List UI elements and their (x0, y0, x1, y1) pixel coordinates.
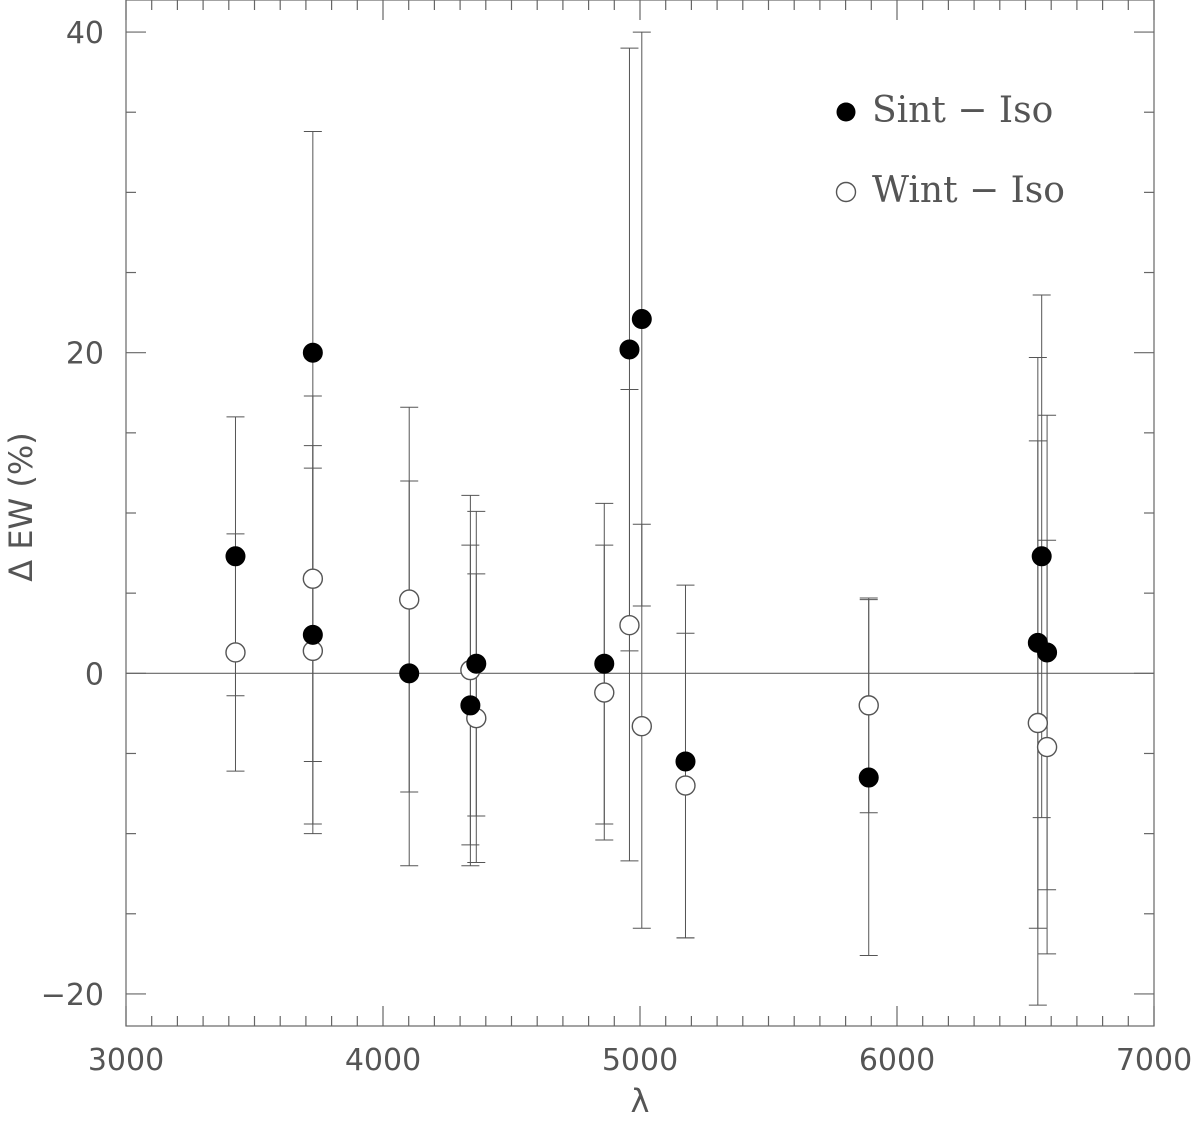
y-axis-label: Δ EW (%) (2, 432, 40, 581)
plot-frame (125, 0, 1155, 1027)
data-point-sint (225, 546, 246, 567)
data-point-sint (619, 339, 640, 360)
data-point-wint (594, 682, 615, 703)
x-tick-label: 5000 (602, 1043, 678, 1078)
data-point-wint (619, 615, 640, 636)
x-tick-label: 4000 (345, 1043, 421, 1078)
x-axis-label: λ (631, 1082, 650, 1120)
legend: Sint − Iso Wint − Iso (835, 90, 1065, 211)
data-point-sint (466, 653, 487, 674)
data-point-sint (302, 624, 323, 645)
data-point-wint (1027, 712, 1049, 734)
data-point-sint (399, 663, 420, 684)
legend-marker-open (835, 181, 857, 203)
x-tick-label: 6000 (859, 1043, 935, 1078)
axis-ticks (125, 0, 1155, 1026)
legend-marker-filled (836, 102, 856, 122)
y-tick-label: 40 (66, 16, 104, 51)
y-tick-label: 0 (85, 657, 104, 692)
data-point-sint (1037, 642, 1058, 663)
data-point-wint (631, 716, 652, 737)
data-point-sint (631, 309, 652, 330)
data-point-sint (302, 342, 323, 363)
data-point-sint (460, 695, 481, 716)
y-tick-label: −20 (41, 978, 104, 1013)
legend-label-wint: Wint − Iso (872, 170, 1065, 211)
tick-labels: 3000 4000 5000 6000 7000 −20 0 20 40 (41, 16, 1192, 1078)
data-point-sint (858, 767, 879, 788)
legend-label-sint: Sint − Iso (872, 90, 1053, 131)
data-point-wint (675, 775, 696, 796)
data-markers (225, 309, 1058, 796)
data-point-wint (225, 642, 246, 663)
data-point-sint (675, 751, 696, 772)
data-point-wint (399, 589, 420, 610)
data-point-wint (1036, 736, 1058, 758)
x-tick-label: 3000 (88, 1043, 164, 1078)
y-tick-label: 20 (66, 337, 104, 372)
data-point-wint (858, 695, 879, 716)
x-tick-label: 7000 (1116, 1043, 1192, 1078)
data-point-sint (594, 653, 615, 674)
data-point-sint (1031, 546, 1052, 567)
data-point-wint (302, 568, 324, 589)
